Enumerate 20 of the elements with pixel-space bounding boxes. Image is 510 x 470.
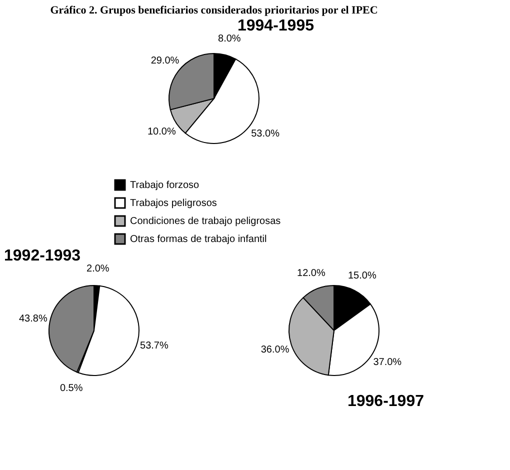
data-label: 37.0%: [373, 357, 402, 368]
chart-title: Gráfico 2. Grupos beneficiarios considerados prioritarios por el IPEC: [50, 4, 378, 16]
data-label: 15.0%: [348, 270, 376, 282]
legend-label: Condiciones de trabajo peligrosas: [130, 216, 281, 227]
legend-label: Otras formas de trabajo infantil: [130, 234, 267, 245]
data-label: 0.5%: [60, 383, 83, 394]
data-label: 36.0%: [260, 344, 290, 356]
chart-subtitle: 1994-1995: [237, 17, 314, 34]
data-label: 29.0%: [150, 56, 180, 66]
data-label: 10.0%: [147, 126, 176, 138]
data-label: 53.0%: [251, 128, 280, 140]
legend-label: Trabajos peligrosos: [130, 198, 217, 209]
data-label: 53.7%: [140, 340, 168, 352]
data-label: 12.0%: [296, 268, 326, 279]
data-label: 8.0%: [218, 33, 241, 44]
legend-label: Trabajo forzoso: [130, 180, 200, 191]
text: 1996-1997: [347, 393, 424, 410]
data-label: 43.8%: [18, 314, 48, 324]
data-label: 2.0%: [86, 264, 110, 275]
chart-subtitle: 1992-1993: [4, 248, 81, 265]
